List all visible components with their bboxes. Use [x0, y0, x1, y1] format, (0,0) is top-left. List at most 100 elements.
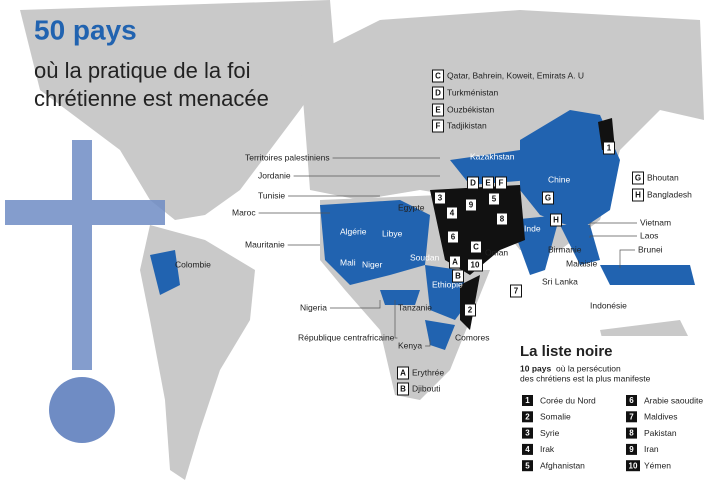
- country-label: Libye: [382, 228, 403, 238]
- marker-label: B: [400, 385, 406, 394]
- rank-number: 4: [525, 445, 530, 454]
- marker: D: [432, 86, 444, 100]
- marker-box: [452, 269, 464, 283]
- leader-line: [425, 340, 431, 347]
- marker-label: F: [499, 179, 504, 188]
- marker-box: [434, 191, 446, 205]
- marker-box: [632, 171, 644, 185]
- marker-label: C: [473, 243, 479, 252]
- rank-box: [626, 395, 637, 406]
- marker: A: [397, 366, 409, 380]
- subtitle-line: où la pratique de la foi: [34, 58, 251, 83]
- map-markers: 1 2 34 5 6 7 8 9 10 AB C D E F G H: [434, 141, 615, 317]
- black-list-item: 10 Yémen: [626, 460, 671, 472]
- rank-number: 3: [525, 429, 530, 438]
- cross-orb: [49, 377, 115, 443]
- country-name: Pakistan: [644, 428, 677, 438]
- country-name: Corée du Nord: [540, 395, 596, 405]
- rank-box: [626, 427, 637, 439]
- marker-box: [449, 255, 461, 269]
- country-label: Algérie: [340, 226, 367, 236]
- marker-box: [397, 382, 409, 396]
- marker-box: [465, 198, 477, 212]
- country-label: Territoires palestiniens: [245, 152, 330, 162]
- rank-box: [522, 460, 533, 472]
- marker-box: [482, 176, 494, 190]
- marker: 7: [510, 284, 522, 298]
- country-label: Tunisie: [258, 190, 285, 200]
- marker-label: B: [455, 272, 461, 281]
- country-label: Laos: [640, 230, 658, 240]
- country-label: Kenya: [398, 340, 422, 350]
- marker-label: 2: [468, 306, 473, 315]
- rank-box: [522, 395, 533, 406]
- marker: 6: [447, 230, 459, 244]
- marker-box: [550, 213, 562, 227]
- marker-box: [432, 103, 444, 117]
- country-label: Oman: [485, 247, 508, 257]
- rank-number: 8: [629, 429, 634, 438]
- black-list-item: 9 Iran: [626, 443, 659, 455]
- country-label: Nigeria: [300, 302, 327, 312]
- country-label: Brunei: [638, 244, 663, 254]
- central-africa: [380, 290, 420, 305]
- country-name: Somalie: [540, 412, 571, 422]
- marker-label: D: [470, 179, 476, 188]
- country-label: Vietnam: [640, 217, 671, 227]
- marker: B: [452, 269, 464, 283]
- country-labels: Territoires palestiniens Jordanie TunisieM…: [175, 151, 671, 350]
- rank-box: [626, 411, 637, 423]
- marker-box: [397, 366, 409, 380]
- marker-box: [632, 188, 644, 202]
- marker-label: H: [635, 191, 641, 200]
- country-label: Egypte: [398, 202, 425, 212]
- cross-icon: [5, 140, 165, 370]
- marker-box: [432, 86, 444, 100]
- rank-number: 6: [629, 396, 634, 405]
- rank-number: 9: [629, 445, 634, 454]
- country-name: Yémen: [644, 460, 671, 470]
- marker-label: 7: [514, 287, 519, 296]
- rank-number: 1: [525, 396, 530, 405]
- colombia: [150, 250, 180, 295]
- black-list-title: La liste noire: [520, 343, 613, 360]
- leader-line: [394, 300, 398, 339]
- black-list-lead: 10 pays: [520, 363, 551, 373]
- marker-label: 6: [451, 233, 456, 242]
- subtitle-line: chrétienne est menacée: [34, 86, 269, 111]
- marker-label: G: [545, 194, 551, 203]
- marker-label: E: [485, 179, 491, 188]
- country-label: Chine: [548, 174, 570, 184]
- marker: E: [432, 103, 444, 117]
- marker-label: H: [553, 216, 559, 225]
- leader-line: [329, 300, 381, 309]
- marker-label: D: [435, 89, 441, 98]
- marker-label: 1: [607, 144, 612, 153]
- black-list-item: 1 Corée du Nord: [522, 395, 596, 406]
- marker-label: 9: [469, 201, 474, 210]
- southeast-asia: [560, 225, 600, 265]
- marker-box: [603, 141, 615, 155]
- marker-box: [488, 192, 500, 206]
- marker: F: [432, 119, 444, 133]
- marker: H: [550, 213, 562, 227]
- country-label: Jordanie: [258, 170, 291, 180]
- marker: 3: [434, 191, 446, 205]
- rank-number: 5: [525, 461, 530, 470]
- world-map: [5, 0, 704, 480]
- key-name: Qatar, Bahrein, Koweit, Emirats A. U: [447, 70, 584, 80]
- marker-box: [432, 119, 444, 133]
- black-list-item: 8 Pakistan: [626, 427, 677, 439]
- key-name: Tadjikistan: [447, 120, 487, 130]
- rank-box: [626, 460, 640, 472]
- marker: D: [467, 176, 479, 190]
- marker-box: [447, 230, 459, 244]
- country-label: Maroc: [232, 207, 256, 217]
- marker: 8: [496, 212, 508, 226]
- black-list-item: 5 Afghanistan: [522, 460, 585, 472]
- rank-box: [522, 411, 533, 423]
- marker: C: [432, 69, 444, 83]
- north-america: [20, 0, 335, 220]
- north-africa: [320, 200, 430, 285]
